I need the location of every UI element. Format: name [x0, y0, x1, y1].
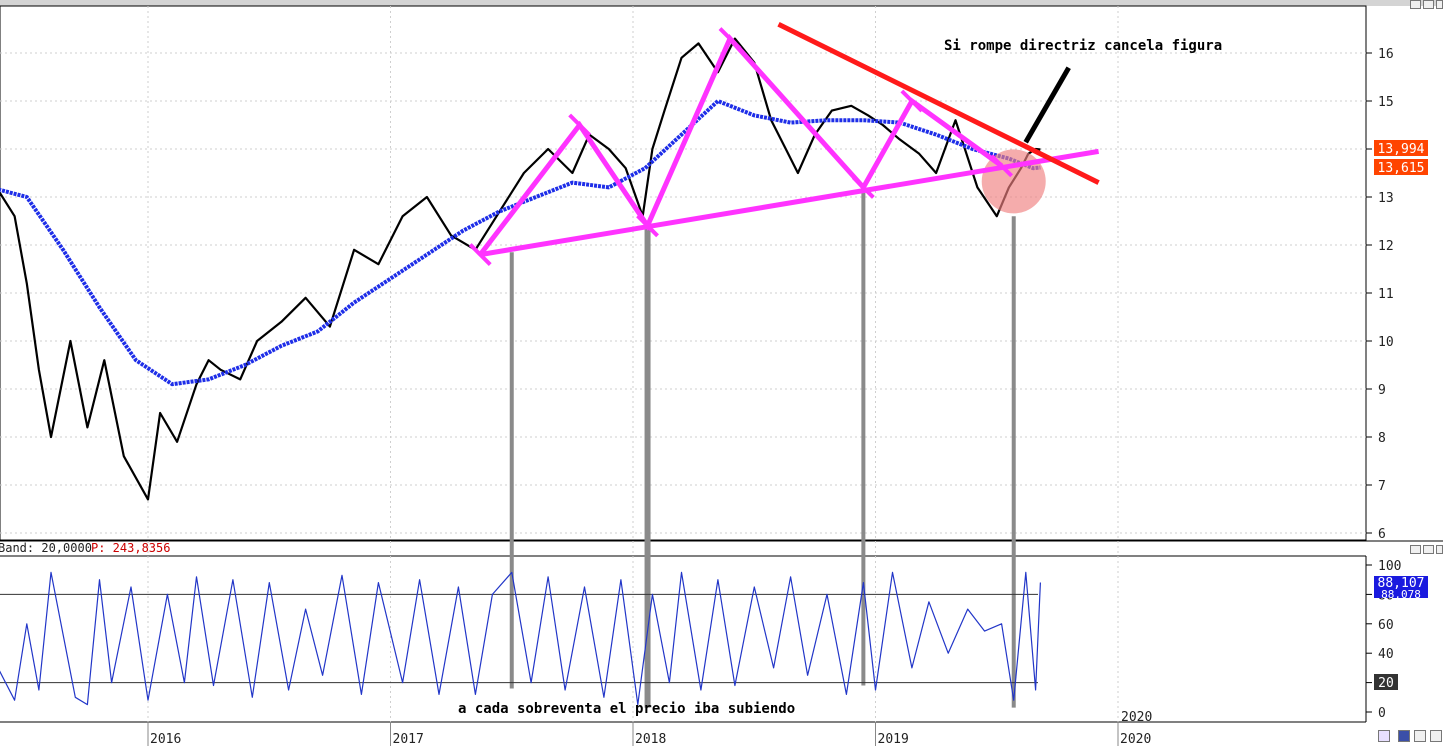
last-price-tag-bg [1374, 140, 1428, 156]
x-tick-labels: 2016 2017 2018 2019 2020 2020 [147, 710, 1152, 747]
oscillator-group [0, 571, 1041, 706]
last-price-tag-text: 13,994 [1378, 142, 1425, 157]
last-price-tag: 13,994 [1374, 140, 1428, 157]
price-y-tick-label: 6 [1378, 527, 1386, 542]
annotation-arrow [1023, 66, 1071, 144]
resistance-line [777, 21, 1100, 185]
bottom-tool-button-3[interactable] [1414, 730, 1426, 742]
pivot-cross [568, 113, 592, 137]
osc-panel-close-button[interactable] [1436, 545, 1443, 554]
x-tick-label: 2020 [1120, 732, 1151, 747]
pivot-cross [900, 89, 924, 113]
ma-price-tag: 13,615 [1374, 159, 1428, 176]
osc-y-tick-label: 40 [1378, 647, 1394, 662]
osc-y-tick-label: 0 [1378, 706, 1386, 721]
zigzag-pattern [478, 34, 1004, 257]
pivot-cross [990, 154, 1014, 178]
ma-price-tag-text: 13,615 [1378, 161, 1425, 176]
price-y-tick-label: 10 [1378, 335, 1394, 350]
osc-level20-tag: 20 [1374, 674, 1398, 691]
price-y-tick-label: 11 [1378, 287, 1394, 302]
moving-average-line [0, 99, 1041, 387]
bottom-tool-button-1[interactable] [1378, 730, 1390, 742]
price-panel-close-button[interactable] [1436, 0, 1443, 9]
osc-level20-tag-text: 20 [1378, 676, 1394, 691]
price-y-tick-label: 8 [1378, 431, 1386, 446]
annotation-bottom: a cada sobreventa el precio iba subiendo [458, 701, 795, 717]
osc-value-tag: 88,107 88,078 [1374, 576, 1428, 601]
osc-band-label: Band: 20,0000 [0, 541, 92, 555]
pivot-cross [851, 175, 875, 199]
x-tick-label: 2017 [393, 732, 424, 747]
price-panel-maximize-button[interactable] [1423, 0, 1434, 9]
x-tick-label: 2016 [150, 732, 181, 747]
price-y-tick-label: 13 [1378, 191, 1394, 206]
bottom-tool-button-4[interactable] [1430, 730, 1442, 742]
top-toolbar-strip [0, 0, 1443, 6]
osc-y-tick-label: 60 [1378, 618, 1394, 633]
price-y-tick-label: 16 [1378, 47, 1394, 62]
grid-lines [0, 6, 1366, 722]
osc-value-tag-text: 88,107 [1378, 576, 1425, 591]
vertical-bars [509, 189, 1016, 708]
price-panel-minimize-button[interactable] [1410, 0, 1421, 9]
osc-value-tag-bg [1374, 576, 1428, 598]
price-panel-frame [0, 5, 1367, 541]
ma-price-tag-bg [1374, 159, 1428, 175]
osc-level20-tag-bg [1374, 674, 1398, 690]
save-icon[interactable] [1398, 730, 1410, 742]
price-y-tick-label: 9 [1378, 383, 1386, 398]
pattern-lines [468, 21, 1100, 267]
price-y-tick-label: 15 [1378, 95, 1394, 110]
support-line [479, 148, 1100, 258]
x-tick-label-osc: 2020 [1121, 710, 1152, 725]
price-y-tick-label: 7 [1378, 479, 1386, 494]
osc-panel-minimize-button[interactable] [1410, 545, 1421, 554]
pivot-cross [468, 243, 492, 267]
osc-p-label: P: 243,8356 [91, 541, 170, 555]
osc-value-tag-text-2: 88,078 [1381, 588, 1421, 601]
osc-y-tick-label: 100 [1378, 559, 1401, 574]
x-tick-label: 2019 [878, 732, 909, 747]
x-tick-label: 2018 [635, 732, 666, 747]
osc-panel-maximize-button[interactable] [1423, 545, 1434, 554]
annotation-top: Si rompe directriz cancela figura [944, 38, 1222, 54]
price-series-group [0, 37, 1041, 501]
pivot-cross [718, 27, 742, 51]
pivot-cross [636, 214, 659, 238]
price-y-tick-label: 12 [1378, 239, 1394, 254]
price-series-line [0, 37, 1041, 501]
oscillator-line [0, 571, 1041, 706]
y-tick-labels: 161514131211109876100806040200 [1366, 47, 1401, 721]
